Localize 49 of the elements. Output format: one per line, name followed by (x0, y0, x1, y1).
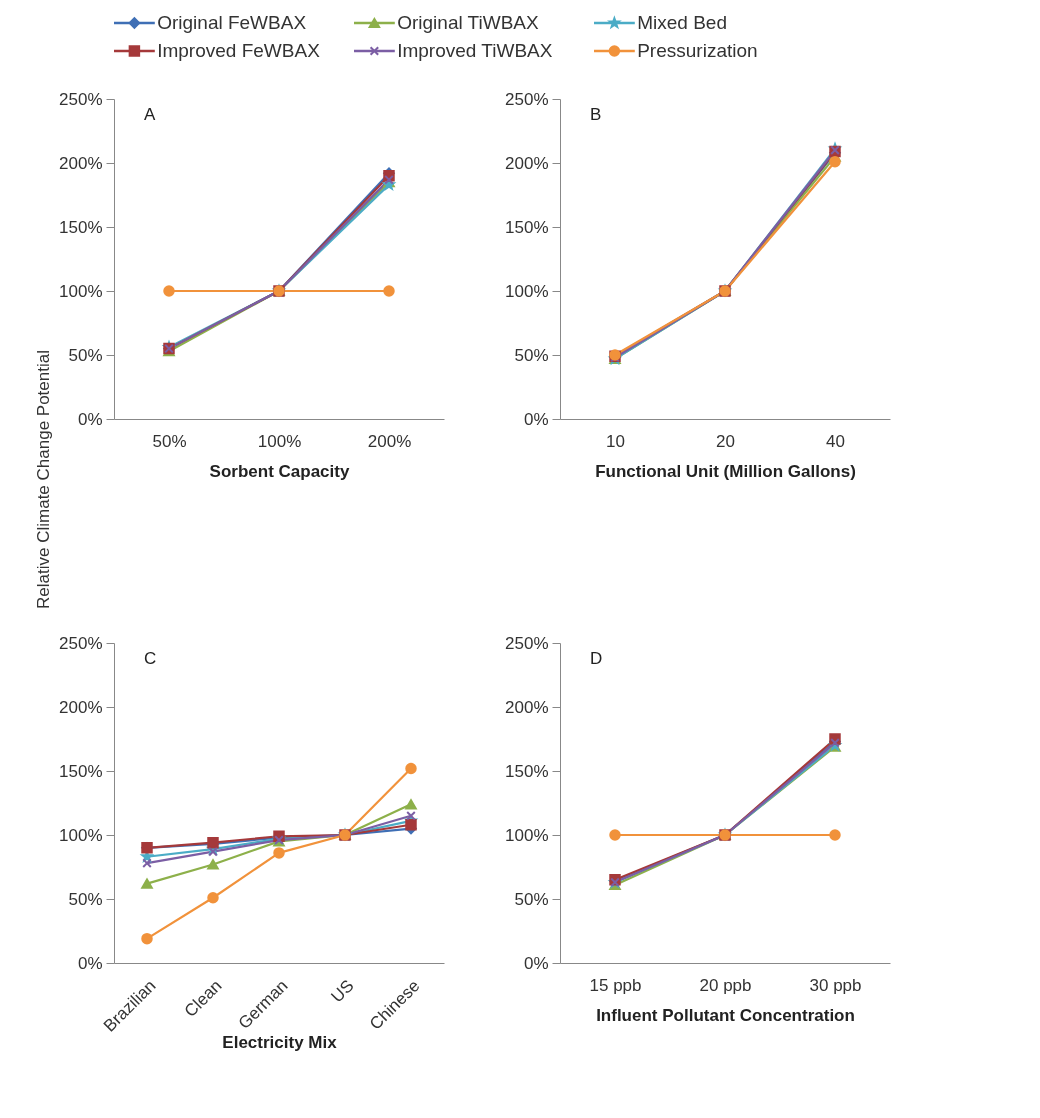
x-tick-label: 20 ppb (699, 975, 752, 995)
y-tick-label: 100% (59, 281, 103, 301)
y-tick-label: 0% (523, 953, 549, 973)
y-tick-label: 250% (505, 633, 549, 653)
y-tick-label: 0% (77, 953, 103, 973)
y-tick-label: 250% (505, 89, 549, 109)
x-axis-title: Sorbent Capacity (209, 461, 350, 481)
chart-title: D (590, 649, 603, 668)
y-tick-label: 150% (59, 761, 103, 781)
legend-label: Pressurization (637, 40, 758, 61)
y-tick-label: 0% (77, 409, 103, 429)
x-axis-title: Influent Pollutant Concentration (596, 1005, 855, 1025)
y-tick-label: 50% (68, 345, 103, 365)
y-tick-label: 250% (59, 633, 103, 653)
y-tick-label: 100% (505, 281, 549, 301)
y-tick-label: 50% (68, 889, 103, 909)
legend-label: Original TiWBAX (397, 12, 540, 33)
x-tick-label: 40 (826, 431, 845, 451)
x-axis-title: Functional Unit (Million Gallons) (595, 461, 856, 481)
y-tick-label: 250% (59, 89, 103, 109)
x-tick-label: 30 ppb (809, 975, 862, 995)
y-tick-label: 100% (505, 825, 549, 845)
x-tick-label: 20 (716, 431, 735, 451)
chart-title: B (590, 105, 602, 124)
y-tick-label: 150% (505, 761, 549, 781)
y-tick-label: 200% (505, 153, 549, 173)
legend-label: Improved TiWBAX (397, 40, 553, 61)
y-tick-label: 200% (505, 697, 549, 717)
y-tick-label: 200% (59, 153, 103, 173)
legend-label: Mixed Bed (637, 12, 727, 33)
y-tick-label: 50% (514, 345, 549, 365)
y-tick-label: 0% (523, 409, 549, 429)
y-tick-label: 50% (514, 889, 549, 909)
legend-label: Improved FeWBAX (157, 40, 321, 61)
y-tick-label: 100% (59, 825, 103, 845)
y-tick-label: 200% (59, 697, 103, 717)
chart-title: C (144, 649, 157, 668)
x-tick-label: US (327, 976, 358, 1007)
x-tick-label: 50% (152, 431, 187, 451)
chart-title: A (144, 105, 156, 124)
x-tick-label: 15 ppb (589, 975, 642, 995)
y-axis-title: Relative Climate Change Potential (33, 350, 53, 609)
x-tick-label: 100% (257, 431, 302, 451)
y-tick-label: 150% (505, 217, 549, 237)
x-tick-label: 10 (606, 431, 625, 451)
y-tick-label: 150% (59, 217, 103, 237)
x-tick-label: 200% (367, 431, 412, 451)
legend-label: Original FeWBAX (157, 12, 307, 33)
x-axis-title: Electricity Mix (222, 1032, 338, 1052)
